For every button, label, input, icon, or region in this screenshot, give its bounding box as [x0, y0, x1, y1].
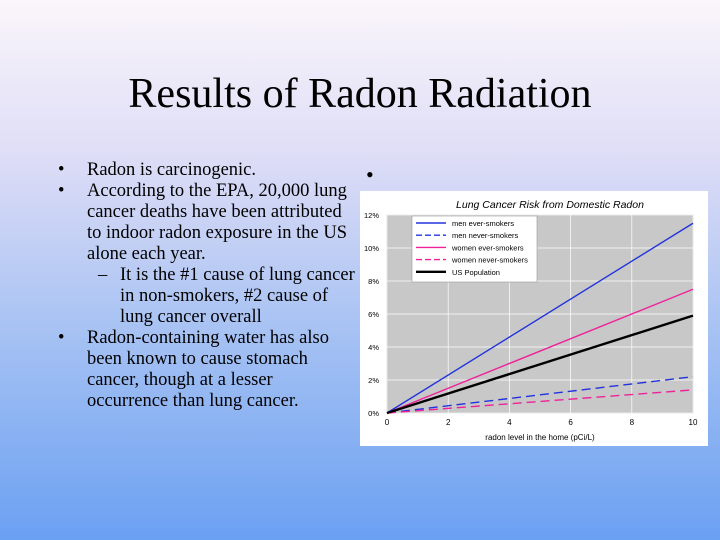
chart-title: Lung Cancer Risk from Domestic Radon — [456, 199, 644, 211]
series-line — [386, 314, 694, 415]
bullet-item: • Radon-containing water has also been k… — [58, 328, 358, 412]
bullet-marker: • — [58, 181, 65, 201]
x-axis-label: radon level in the home (pCi/L) — [485, 433, 595, 442]
bullet-text: Radon-containing water has also been kno… — [87, 328, 329, 411]
bullet-item: • According to the EPA, 20,000 lung canc… — [58, 181, 358, 265]
x-tick-label: 10 — [689, 418, 698, 427]
bullet-item: • Radon is carcinogenic. — [58, 160, 358, 181]
sub-bullet-item: – It is the #1 cause of lung cancer in n… — [58, 265, 358, 328]
x-tick-label: 8 — [630, 418, 635, 427]
bullet-text: According to the EPA, 20,000 lung cancer… — [87, 181, 347, 264]
y-tick-label: 12% — [364, 211, 379, 220]
series-line — [386, 288, 694, 414]
y-tick-label: 8% — [368, 277, 379, 286]
chart-legend: men ever-smokers men never-smokers women e… — [411, 215, 538, 283]
legend-label: women never-smokers — [451, 256, 528, 265]
legend-label: US Population — [452, 268, 500, 277]
y-axis-ticks: 0% 2% 4% 6% 8% 10% 12% — [364, 211, 379, 418]
y-tick-label: 10% — [364, 244, 379, 253]
x-axis-ticks: 0 2 4 6 8 10 — [385, 418, 698, 427]
series-lines — [386, 222, 694, 415]
x-tick-label: 2 — [446, 418, 451, 427]
bullet-marker: • — [58, 160, 65, 180]
lung-cancer-risk-chart: Lung Cancer Risk from Domestic Radon 0% 2… — [360, 191, 708, 446]
series-line — [386, 222, 694, 414]
series-line — [386, 389, 694, 414]
y-tick-label: 0% — [368, 409, 379, 418]
legend-label: men ever-smokers — [452, 219, 514, 228]
x-tick-label: 0 — [385, 418, 390, 427]
y-tick-label: 4% — [368, 343, 379, 352]
bullet-text: Radon is carcinogenic. — [87, 160, 257, 180]
slide-title: Results of Radon Radiation — [128, 71, 592, 117]
chart-bullet-marker: • — [366, 162, 374, 187]
y-tick-label: 6% — [368, 310, 379, 319]
sub-bullet-text: It is the #1 cause of lung cancer in non… — [120, 265, 355, 327]
bullet-list: • Radon is carcinogenic. • According to … — [58, 160, 358, 412]
bullet-marker: • — [58, 328, 65, 348]
x-tick-label: 6 — [568, 418, 573, 427]
y-tick-label: 2% — [368, 376, 379, 385]
legend-label: women ever-smokers — [451, 243, 524, 252]
sub-bullet-marker: – — [98, 265, 108, 285]
chart-container: Lung Cancer Risk from Domestic Radon 0% 2… — [360, 191, 708, 446]
x-tick-label: 4 — [507, 418, 512, 427]
legend-label: men never-smokers — [452, 231, 519, 240]
series-line — [386, 376, 694, 414]
